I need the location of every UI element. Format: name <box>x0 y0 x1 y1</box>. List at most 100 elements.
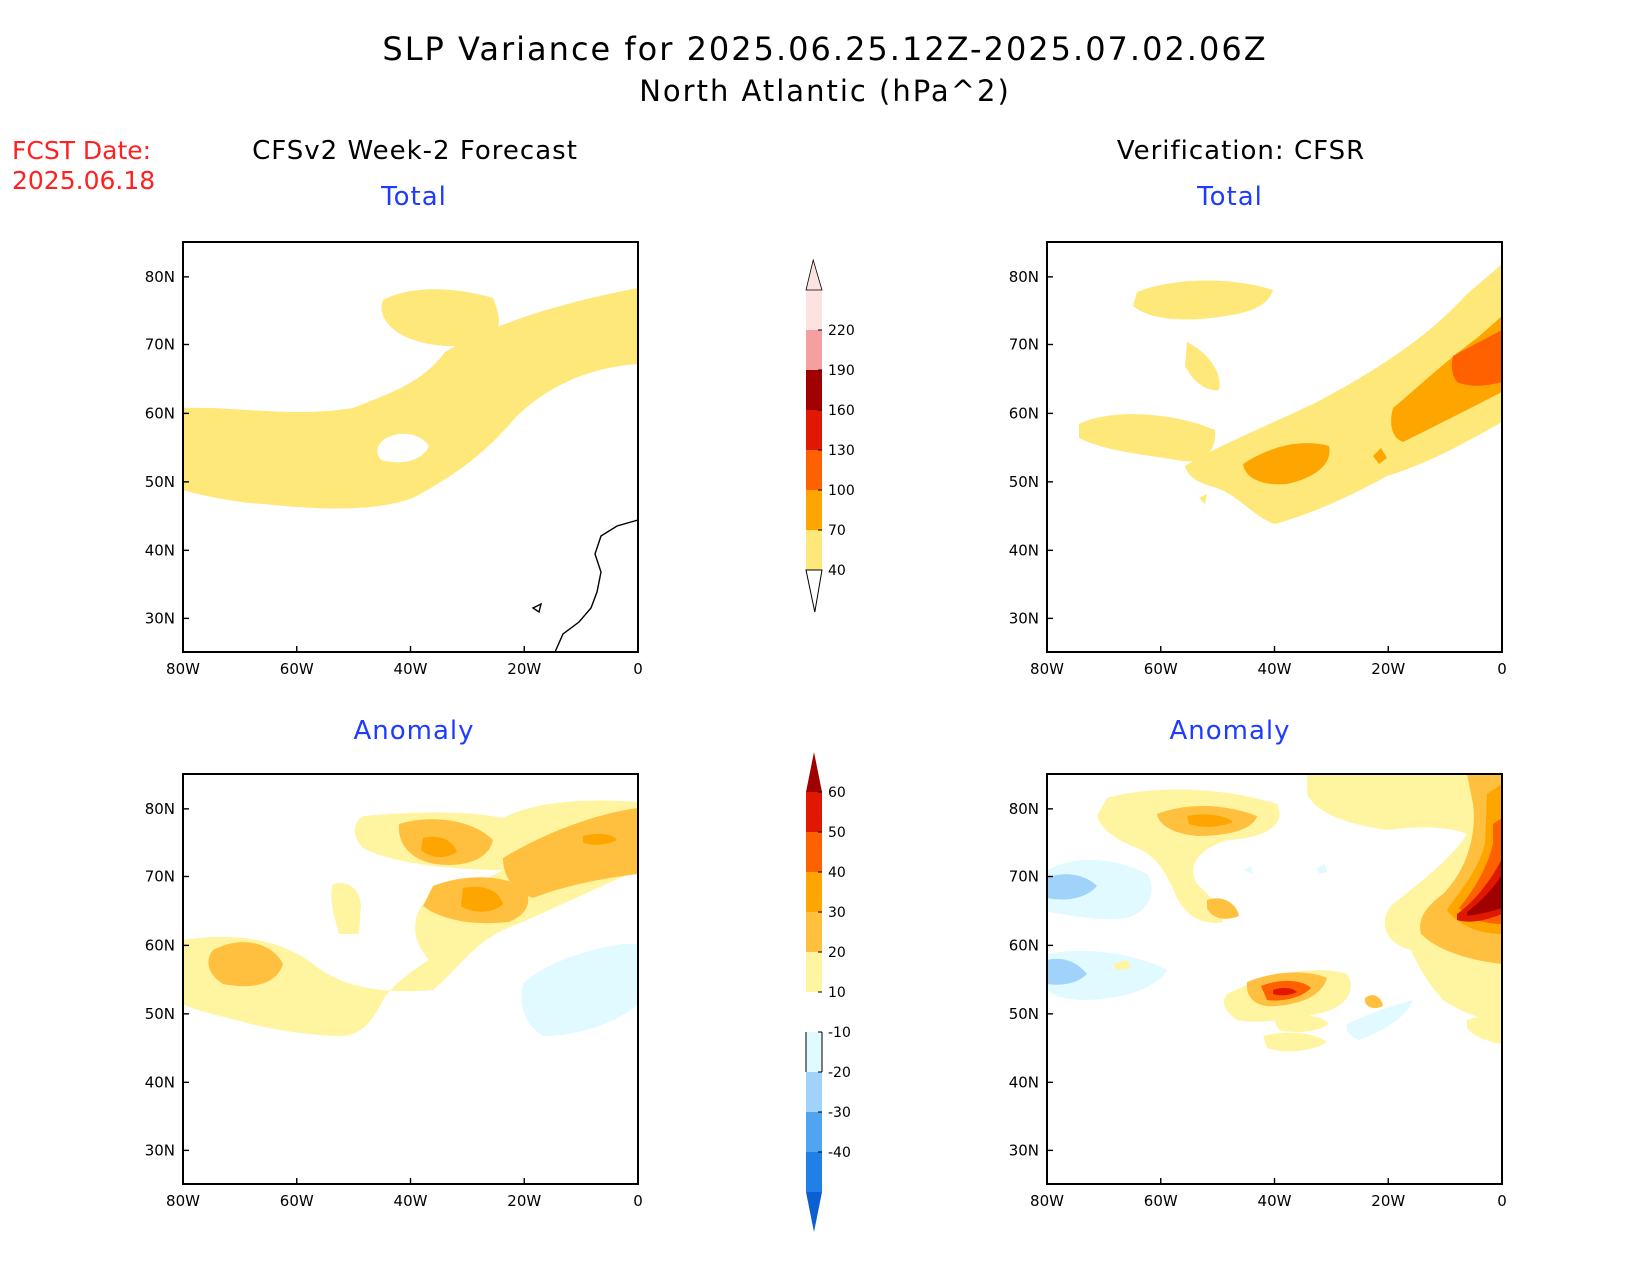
total-colorbar: 40 70 100 130 160 190 220 <box>805 258 855 613</box>
verification-column-title: Verification: CFSR <box>1116 136 1366 166</box>
anomaly-colorbar-swatch <box>806 872 822 912</box>
lat-tick-label: 30N <box>1009 1141 1039 1159</box>
lat-tick-label: 30N <box>145 609 175 627</box>
lat-tick-label: 40N <box>145 1073 175 1091</box>
anomaly-colorbar-label: -20 <box>828 1065 851 1081</box>
verification-anomaly-map <box>1046 773 1503 1185</box>
verification-anomaly-title: Anomaly <box>1169 716 1291 746</box>
total-colorbar-label: 220 <box>828 323 855 339</box>
total-colorbar-lower-arrow <box>805 569 823 613</box>
forecast-anomaly-title: Anomaly <box>353 716 475 746</box>
lon-tick-label: 40W <box>1258 660 1292 678</box>
total-colorbar-swatch <box>806 290 822 330</box>
lon-tick-label: 0 <box>1497 660 1507 678</box>
fcst-date-value: 2025.06.18 <box>12 166 156 195</box>
lat-tick-label: 70N <box>145 868 175 886</box>
lat-tick-label: 60N <box>145 404 175 422</box>
total-colorbar-label: 130 <box>828 443 855 459</box>
anomaly-colorbar-label: -10 <box>828 1025 851 1041</box>
lat-tick-label: 80N <box>1009 268 1039 286</box>
total-colorbar-label: 40 <box>828 563 846 579</box>
anomaly-colorbar-label: 60 <box>828 785 846 801</box>
total-colorbar-swatch <box>806 530 822 570</box>
lat-tick-label: 70N <box>1009 868 1039 886</box>
anomaly-colorbar-swatch <box>806 832 822 872</box>
total-colorbar-label: 160 <box>828 403 855 419</box>
anomaly-colorbar-swatch <box>806 912 822 952</box>
lat-tick-label: 30N <box>145 1141 175 1159</box>
map-axes: 80W 60W 40W 20W 0 80N 70N 60N 50N 40N 30N 80W 60W 40W… <box>145 268 1507 1210</box>
lon-tick-label: 20W <box>1371 1192 1405 1210</box>
anomaly-colorbar-label: 10 <box>828 985 846 1001</box>
total-colorbar-swatch <box>806 370 822 410</box>
lat-tick-label: 40N <box>145 541 175 559</box>
total-colorbar-swatch <box>806 410 822 450</box>
lon-tick-label: 60W <box>1144 660 1178 678</box>
lon-tick-label: 20W <box>507 1192 541 1210</box>
anomaly-colorbar-lower-arrow <box>806 1192 822 1232</box>
anomaly-colorbar-swatch <box>806 1072 822 1112</box>
lat-tick-label: 50N <box>145 473 175 491</box>
lon-tick-label: 80W <box>1030 1192 1064 1210</box>
forecast-total-map <box>182 241 639 653</box>
anomaly-colorbar-label: 20 <box>828 945 846 961</box>
lat-tick-label: 70N <box>1009 336 1039 354</box>
lon-tick-label: 40W <box>394 1192 428 1210</box>
verification-total-map <box>1046 241 1503 653</box>
forecast-anomaly-map <box>182 773 639 1185</box>
lat-tick-label: 60N <box>1009 936 1039 954</box>
lat-tick-label: 50N <box>1009 1005 1039 1023</box>
anomaly-colorbar-label: 40 <box>828 865 846 881</box>
lat-tick-label: 60N <box>145 936 175 954</box>
anomaly-colorbar-swatch <box>806 992 822 1032</box>
lon-tick-label: 80W <box>166 660 200 678</box>
lat-tick-label: 30N <box>1009 609 1039 627</box>
anomaly-colorbar-label: 30 <box>828 905 846 921</box>
forecast-total-title: Total <box>381 182 447 212</box>
lon-tick-label: 60W <box>1144 1192 1178 1210</box>
anomaly-colorbar-upper-arrow <box>806 752 822 792</box>
main-title: SLP Variance for 2025.06.25.12Z-2025.07.… <box>382 30 1268 68</box>
lon-tick-label: 80W <box>166 1192 200 1210</box>
lat-tick-label: 60N <box>1009 404 1039 422</box>
total-colorbar-label: 70 <box>828 523 846 539</box>
total-colorbar-swatch <box>806 490 822 530</box>
lon-tick-label: 60W <box>280 660 314 678</box>
anomaly-colorbar: 60 50 40 30 20 10 -10 -20 -30 -40 <box>805 752 851 1232</box>
lon-tick-label: 40W <box>394 660 428 678</box>
lat-tick-label: 80N <box>145 800 175 818</box>
total-colorbar-label: 190 <box>828 363 855 379</box>
forecast-column-title: CFSv2 Week-2 Forecast <box>252 136 578 166</box>
lat-tick-label: 50N <box>1009 473 1039 491</box>
lon-tick-label: 0 <box>633 660 643 678</box>
lat-tick-label: 80N <box>145 268 175 286</box>
lon-tick-label: 40W <box>1258 1192 1292 1210</box>
lon-tick-label: 20W <box>507 660 541 678</box>
total-colorbar-upper-arrow <box>805 258 823 291</box>
lat-tick-label: 40N <box>1009 541 1039 559</box>
total-colorbar-label: 100 <box>828 483 855 499</box>
anomaly-colorbar-swatch <box>806 1152 822 1192</box>
total-colorbar-swatch <box>806 330 822 370</box>
lat-tick-label: 50N <box>145 1005 175 1023</box>
main-subtitle: North Atlantic (hPa^2) <box>639 74 1011 108</box>
anomaly-colorbar-swatch <box>806 792 822 832</box>
verification-total-title: Total <box>1197 182 1263 212</box>
lon-tick-label: 60W <box>280 1192 314 1210</box>
fcst-date-label: FCST Date: <box>12 136 152 165</box>
anomaly-colorbar-swatch <box>806 952 822 992</box>
lon-tick-label: 0 <box>1497 1192 1507 1210</box>
total-colorbar-swatch <box>806 450 822 490</box>
lon-tick-label: 20W <box>1371 660 1405 678</box>
lat-tick-label: 70N <box>145 336 175 354</box>
anomaly-colorbar-label: -30 <box>828 1105 851 1121</box>
anomaly-colorbar-label: 50 <box>828 825 846 841</box>
lon-tick-label: 80W <box>1030 660 1064 678</box>
anomaly-colorbar-label: -40 <box>828 1145 851 1161</box>
lat-tick-label: 80N <box>1009 800 1039 818</box>
anomaly-colorbar-swatch <box>806 1112 822 1152</box>
lon-tick-label: 0 <box>633 1192 643 1210</box>
anomaly-colorbar-swatch <box>806 1032 822 1072</box>
lat-tick-label: 40N <box>1009 1073 1039 1091</box>
